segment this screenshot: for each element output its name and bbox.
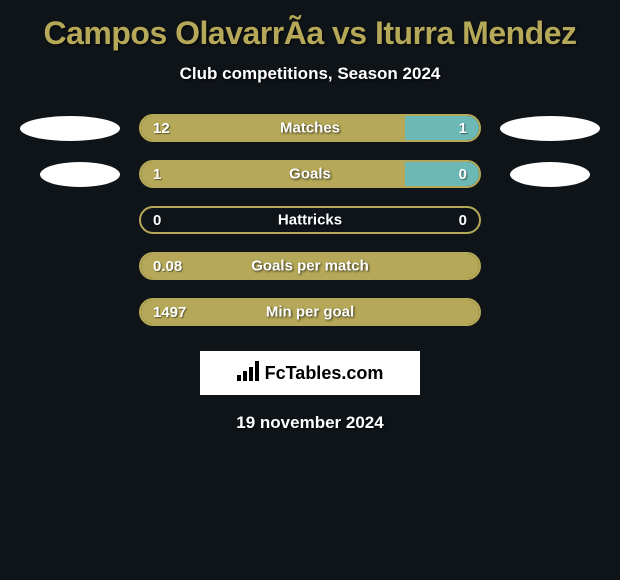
- bar-label-mpg: Min per goal: [266, 304, 354, 321]
- avatar-right-icon: [500, 116, 600, 141]
- stat-row-hattricks: 0 Hattricks 0: [10, 206, 610, 234]
- logo-text: FcTables.com: [265, 363, 384, 384]
- bar-left-matches: 12: [141, 116, 405, 140]
- bar-hattricks: 0 Hattricks 0: [139, 206, 481, 234]
- stat-row-gpm: 0.08 Goals per match: [10, 252, 610, 280]
- chart-icon: [237, 361, 259, 386]
- bar-matches: 12 1 Matches: [139, 114, 481, 142]
- bar-mpg: 1497 Min per goal: [139, 298, 481, 326]
- stat-row-matches: 12 1 Matches: [10, 114, 610, 142]
- stat-row-mpg: 1497 Min per goal: [10, 298, 610, 326]
- bar-left-goals: 1: [141, 162, 405, 186]
- avatar-left-icon: [20, 116, 120, 141]
- val-left-hattricks: 0: [153, 212, 161, 229]
- date-text: 19 november 2024: [10, 413, 610, 433]
- page-title: Campos OlavarrÃa vs Iturra Mendez: [10, 15, 610, 52]
- logo-box: FcTables.com: [200, 351, 420, 395]
- bar-right-matches: 1: [405, 116, 479, 140]
- val-right-hattricks: 0: [459, 212, 467, 229]
- val-left-gpm: 0.08: [153, 258, 182, 275]
- bar-label-matches: Matches: [280, 120, 340, 137]
- avatar-right-icon: [510, 162, 590, 187]
- bar-label-gpm: Goals per match: [251, 258, 369, 275]
- val-left-mpg: 1497: [153, 304, 186, 321]
- subtitle: Club competitions, Season 2024: [10, 64, 610, 84]
- bar-gpm: 0.08 Goals per match: [139, 252, 481, 280]
- bar-right-goals: 0: [405, 162, 479, 186]
- avatar-left-icon: [40, 162, 120, 187]
- bar-label-goals: Goals: [289, 166, 331, 183]
- bar-label-hattricks: Hattricks: [278, 212, 342, 229]
- bar-goals: 1 0 Goals: [139, 160, 481, 188]
- stat-row-goals: 1 0 Goals: [10, 160, 610, 188]
